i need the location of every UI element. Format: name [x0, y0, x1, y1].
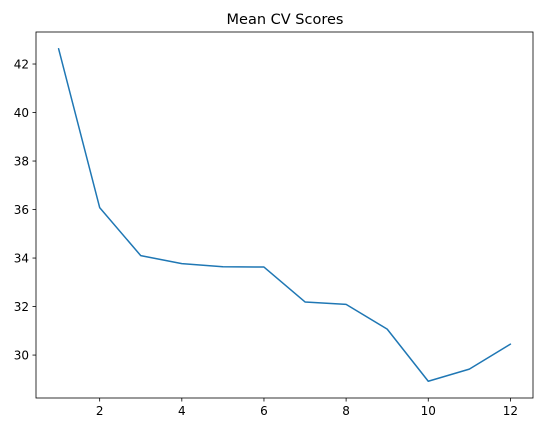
- x-axis: 2 4 6 8 10 12: [96, 398, 518, 418]
- y-tick-label: 30: [14, 348, 29, 362]
- y-tick-label: 38: [14, 154, 29, 168]
- series-line: [57, 47, 512, 383]
- x-tick-label: 6: [260, 404, 268, 418]
- x-tick-label: 8: [342, 404, 350, 418]
- y-axis: 30 32 34 36 38 40 42: [14, 57, 36, 362]
- y-tick-label: 34: [14, 251, 29, 265]
- y-tick-label: 36: [14, 203, 29, 217]
- y-tick-label: 40: [14, 106, 29, 120]
- y-tick-label: 32: [14, 300, 29, 314]
- x-tick-label: 4: [178, 404, 186, 418]
- plot-frame: [35, 31, 534, 399]
- x-tick-label: 2: [96, 404, 104, 418]
- x-tick-label: 12: [503, 404, 518, 418]
- chart-title: Mean CV Scores: [227, 12, 344, 28]
- x-tick-label: 10: [421, 404, 436, 418]
- y-tick-label: 42: [14, 57, 29, 71]
